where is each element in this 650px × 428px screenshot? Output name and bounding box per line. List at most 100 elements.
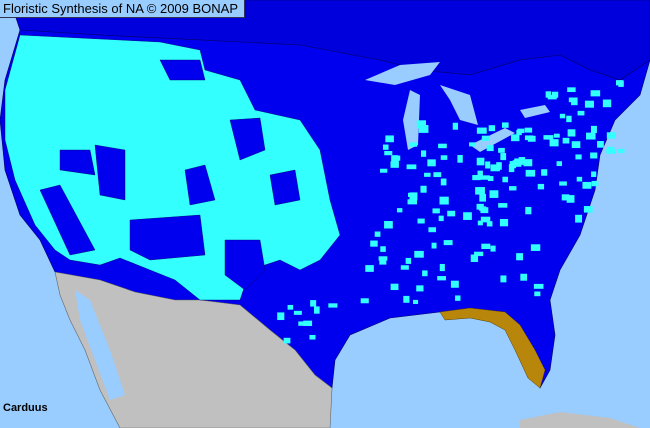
- county-presence-mark: [549, 139, 559, 147]
- county-presence-mark: [439, 196, 449, 205]
- county-presence-mark: [437, 276, 447, 281]
- county-presence-mark: [575, 154, 582, 160]
- county-presence-mark: [525, 169, 536, 177]
- county-presence-mark: [489, 190, 499, 198]
- county-presence-mark: [590, 152, 598, 159]
- county-presence-mark: [476, 157, 485, 166]
- county-presence-mark: [420, 185, 427, 193]
- county-presence-mark: [313, 306, 320, 314]
- county-presence-mark: [481, 243, 491, 250]
- county-presence-mark: [618, 80, 624, 87]
- county-presence-mark: [525, 206, 532, 215]
- county-presence-mark: [583, 206, 593, 213]
- county-presence-mark: [463, 212, 472, 220]
- county-presence-mark: [384, 150, 393, 156]
- county-presence-mark: [514, 158, 520, 163]
- county-presence-mark: [551, 91, 559, 98]
- county-presence-mark: [416, 120, 426, 129]
- county-presence-mark: [298, 321, 307, 326]
- county-presence-mark: [591, 180, 599, 187]
- county-presence-mark: [283, 337, 291, 344]
- county-presence-mark: [516, 129, 522, 136]
- county-presence-mark: [486, 145, 494, 152]
- county-presence-mark: [390, 283, 399, 291]
- county-presence-mark: [520, 273, 528, 281]
- county-presence-mark: [477, 170, 483, 179]
- county-presence-mark: [508, 164, 515, 173]
- county-presence-mark: [427, 159, 436, 167]
- county-presence-mark: [303, 320, 313, 327]
- county-presence-mark: [365, 265, 374, 272]
- mexico-region: [54, 271, 333, 428]
- county-presence-mark: [328, 303, 338, 308]
- county-presence-mark: [440, 178, 447, 186]
- county-presence-mark: [452, 122, 459, 130]
- county-presence-mark: [590, 90, 601, 97]
- county-presence-mark: [469, 142, 477, 147]
- county-presence-mark: [523, 159, 533, 167]
- county-presence-mark: [516, 253, 524, 261]
- cuba: [520, 412, 640, 428]
- county-presence-mark: [498, 203, 508, 208]
- county-presence-mark: [374, 231, 381, 237]
- county-presence-mark: [477, 220, 483, 226]
- gulf-of-california: [75, 290, 125, 400]
- county-presence-mark: [400, 265, 409, 270]
- county-presence-mark: [511, 134, 520, 142]
- county-presence-mark: [438, 143, 447, 149]
- taxon-label: Carduus: [3, 402, 48, 414]
- county-presence-mark: [559, 181, 567, 186]
- county-presence-mark: [541, 169, 548, 176]
- county-presence-mark: [384, 221, 393, 229]
- county-presence-mark: [490, 245, 496, 252]
- county-presence-mark: [597, 141, 604, 148]
- county-presence-mark: [498, 147, 505, 153]
- county-presence-mark: [584, 100, 594, 108]
- county-presence-mark: [488, 125, 496, 132]
- county-presence-mark: [396, 208, 403, 213]
- county-presence-mark: [568, 97, 576, 103]
- county-presence-mark: [414, 250, 424, 258]
- county-presence-mark: [309, 334, 316, 340]
- absent-patches: [39, 59, 301, 291]
- county-presence-mark: [530, 244, 541, 251]
- county-presence-mark: [591, 171, 597, 178]
- county-presence-mark: [474, 251, 484, 257]
- county-presence-mark: [500, 153, 507, 161]
- county-presence-mark: [512, 160, 522, 167]
- county-presence-mark: [485, 161, 491, 169]
- county-presence-mark: [606, 132, 616, 139]
- county-presence-mark: [502, 176, 509, 183]
- county-presence-mark: [490, 164, 500, 172]
- county-presence-mark: [475, 187, 485, 195]
- county-presence-mark: [443, 240, 453, 246]
- florida-region: [439, 307, 546, 389]
- county-presence-mark: [480, 175, 490, 180]
- great-lakes: [365, 62, 550, 152]
- county-presence-mark: [486, 221, 493, 227]
- county-presence-mark: [470, 254, 479, 262]
- county-presence-mark: [293, 310, 302, 315]
- map-title: Floristic Synthesis of NA © 2009 BONAP: [0, 0, 246, 18]
- county-presence-mark: [478, 206, 487, 211]
- county-presence-mark: [476, 127, 487, 134]
- county-presence-mark: [534, 291, 541, 297]
- county-presence-mark: [406, 164, 417, 170]
- county-presence-mark: [391, 155, 398, 164]
- county-presence-mark: [447, 210, 456, 217]
- county-presence-mark: [524, 127, 533, 133]
- county-presence-mark: [287, 304, 294, 310]
- county-presence-mark: [571, 141, 581, 149]
- county-presence-mark: [457, 155, 463, 163]
- county-presence-mark: [499, 218, 509, 227]
- county-presence-mark: [556, 161, 563, 167]
- county-presence-mark: [417, 218, 425, 224]
- county-presence-mark: [413, 299, 419, 304]
- county-presence-mark: [428, 227, 437, 233]
- county-presence-mark: [405, 257, 412, 264]
- county-presence-mark: [586, 132, 596, 140]
- county-presence-mark: [403, 295, 410, 303]
- county-presence-mark: [416, 285, 424, 292]
- county-presence-mark: [360, 298, 369, 304]
